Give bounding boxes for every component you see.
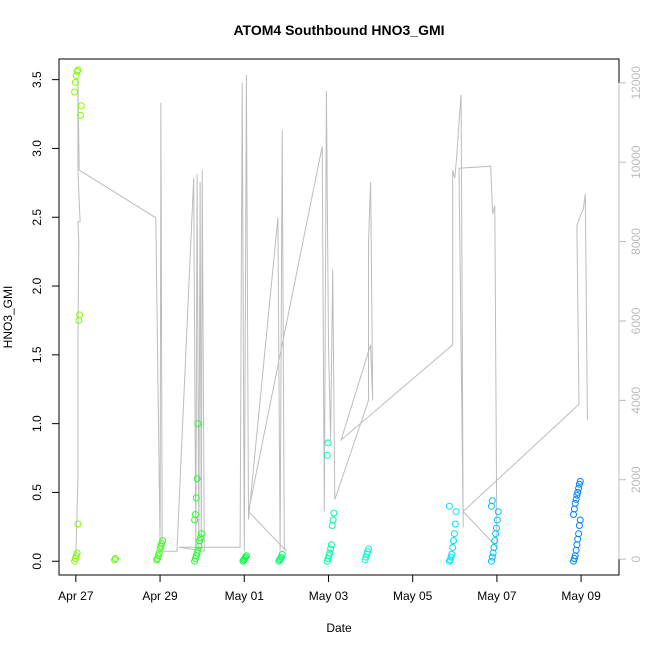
data-point bbox=[487, 502, 495, 510]
altitude-line-layer bbox=[75, 74, 588, 560]
data-point bbox=[326, 549, 334, 557]
data-point bbox=[324, 439, 332, 447]
data-point bbox=[193, 549, 201, 557]
plot-frame bbox=[58, 58, 620, 576]
y2-tick-label: 0 bbox=[629, 555, 643, 562]
y2-axis: 0 2000 4000 6000 8000 10000 12000 bbox=[618, 66, 643, 562]
y-axis: 0.0 0.5 1.0 1.5 2.0 2.5 3.0 3.5 bbox=[30, 71, 60, 570]
data-point bbox=[492, 530, 500, 538]
x-tick-label: Apr 29 bbox=[142, 589, 178, 603]
data-point bbox=[330, 509, 338, 517]
data-point bbox=[278, 550, 286, 558]
data-point bbox=[111, 555, 119, 562]
data-point bbox=[570, 511, 577, 518]
data-point bbox=[449, 544, 457, 551]
data-point bbox=[493, 516, 501, 524]
y-tick-label: 0.0 bbox=[30, 553, 44, 570]
y-tick-label: 1.5 bbox=[30, 346, 44, 363]
data-point bbox=[329, 516, 337, 524]
data-point bbox=[242, 552, 250, 560]
data-point bbox=[488, 553, 496, 561]
points-layer bbox=[71, 66, 584, 565]
data-point bbox=[570, 505, 578, 513]
x-tick-label: May 03 bbox=[309, 589, 349, 603]
data-point bbox=[194, 546, 202, 554]
data-point bbox=[448, 550, 456, 558]
data-point bbox=[327, 541, 335, 549]
data-point bbox=[73, 67, 81, 75]
x-tick-label: May 01 bbox=[225, 589, 265, 603]
data-point bbox=[576, 477, 584, 485]
y2-tick-label: 8000 bbox=[629, 228, 643, 255]
data-point bbox=[192, 494, 200, 502]
data-point bbox=[111, 556, 119, 564]
y-tick-label: 2.0 bbox=[30, 277, 44, 294]
data-point bbox=[193, 475, 201, 483]
x-axis-label: Date bbox=[326, 621, 352, 635]
data-point bbox=[452, 508, 460, 516]
x-tick-label: May 07 bbox=[477, 589, 517, 603]
data-point bbox=[242, 553, 249, 561]
data-point bbox=[277, 555, 284, 562]
data-point bbox=[445, 502, 453, 510]
data-point bbox=[576, 516, 584, 524]
data-point bbox=[445, 557, 453, 565]
x-axis: Apr 27 Apr 29 May 01 May 03 May 05 May 07 May … bbox=[58, 574, 601, 603]
data-point bbox=[71, 78, 79, 86]
data-point bbox=[574, 488, 582, 496]
data-point bbox=[74, 66, 82, 74]
data-point bbox=[493, 524, 500, 532]
data-point bbox=[191, 511, 199, 518]
y2-tick-label: 4000 bbox=[629, 387, 643, 414]
data-point bbox=[575, 522, 583, 529]
y-tick-label: 1.0 bbox=[30, 415, 44, 432]
data-point bbox=[572, 495, 580, 503]
data-point bbox=[491, 537, 499, 545]
y-tick-label: 3.5 bbox=[30, 71, 44, 88]
y2-tick-label: 10000 bbox=[629, 145, 643, 179]
y2-tick-label: 2000 bbox=[629, 466, 643, 493]
data-point bbox=[451, 520, 459, 528]
x-tick-label: Apr 27 bbox=[58, 589, 94, 603]
data-point bbox=[71, 88, 79, 96]
altitude-line bbox=[75, 74, 588, 560]
data-point bbox=[77, 102, 85, 110]
data-point bbox=[365, 545, 372, 553]
data-point bbox=[571, 499, 579, 507]
data-point bbox=[74, 520, 82, 528]
data-point bbox=[197, 530, 205, 538]
data-point bbox=[158, 539, 166, 547]
y-tick-label: 3.0 bbox=[30, 140, 44, 157]
data-point bbox=[327, 545, 335, 553]
data-point bbox=[73, 549, 81, 557]
data-point bbox=[575, 480, 583, 488]
y2-tick-label: 6000 bbox=[629, 307, 643, 334]
y2-tick-label: 12000 bbox=[629, 66, 643, 100]
data-point bbox=[488, 497, 496, 505]
y-axis-label: HNO3_GMI bbox=[1, 286, 15, 349]
data-point bbox=[450, 537, 457, 545]
data-point bbox=[575, 484, 583, 492]
data-point bbox=[450, 530, 458, 538]
y-tick-label: 2.5 bbox=[30, 209, 44, 226]
data-point bbox=[159, 537, 167, 545]
x-tick-label: May 09 bbox=[561, 589, 601, 603]
data-point bbox=[570, 555, 578, 562]
data-point bbox=[197, 534, 204, 542]
x-tick-label: May 05 bbox=[393, 589, 433, 603]
data-point bbox=[194, 420, 202, 428]
data-point bbox=[487, 557, 495, 565]
data-point bbox=[153, 556, 161, 564]
data-point bbox=[573, 491, 581, 499]
y-tick-label: 0.5 bbox=[30, 484, 44, 501]
data-point bbox=[575, 530, 583, 538]
data-point bbox=[490, 544, 498, 551]
data-point bbox=[76, 311, 84, 319]
chart-title: ATOM4 Southbound HNO3_GMI bbox=[233, 22, 444, 38]
data-point bbox=[155, 549, 163, 557]
data-point bbox=[494, 508, 502, 516]
data-point bbox=[77, 111, 84, 119]
data-point bbox=[323, 451, 331, 459]
